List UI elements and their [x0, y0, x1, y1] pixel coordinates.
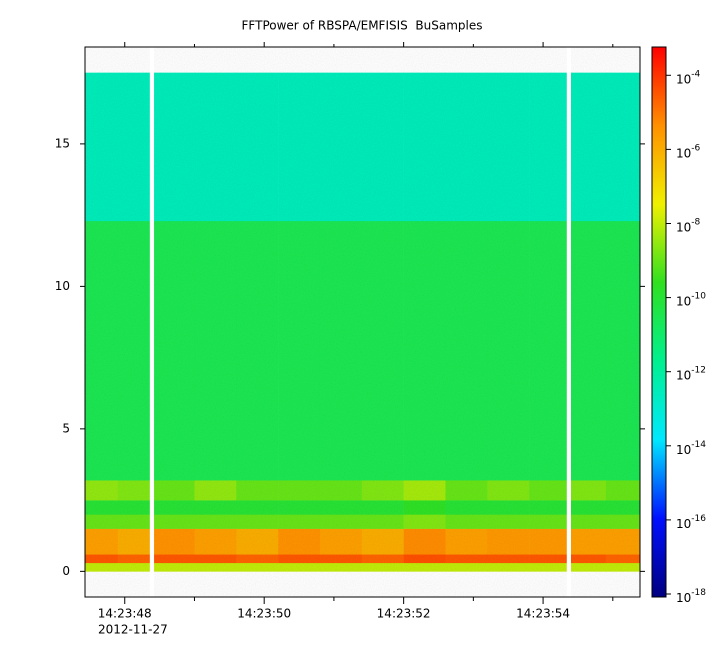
x-tick-label: 14:23:50 — [237, 607, 291, 621]
tick-exponent: -10 — [691, 291, 706, 301]
x-sublabel: 2012-11-27 — [98, 623, 168, 637]
colorbar-tick-label: 10-6 — [676, 143, 701, 160]
tick-base: 10 — [676, 72, 691, 86]
colorbar-tick-label: 10-4 — [676, 69, 701, 86]
tick-exponent: -4 — [691, 69, 700, 79]
y-tick-label: 10 — [55, 279, 70, 293]
tick-exponent: -16 — [691, 513, 706, 523]
y-tick-label: 5 — [62, 421, 70, 435]
x-tick-label: 14:23:52 — [377, 607, 431, 621]
tick-exponent: -12 — [691, 365, 706, 375]
colorbar — [651, 46, 667, 598]
y-tick-label: 15 — [55, 136, 70, 150]
spectrogram — [85, 47, 640, 597]
y-tick-label: 0 — [62, 564, 70, 578]
tick-exponent: -8 — [691, 217, 700, 227]
colorbar-tick-label: 10-10 — [676, 291, 706, 308]
tick-base: 10 — [676, 220, 691, 234]
colorbar-tick-label: 10-8 — [676, 217, 701, 234]
tick-exponent: -18 — [691, 588, 706, 598]
tick-base: 10 — [676, 442, 691, 456]
colorbar-tick-label: 10-12 — [676, 365, 706, 382]
noise-texture — [85, 72, 640, 572]
plot-frame — [84, 46, 641, 598]
x-tick-label: 14:23:54 — [516, 607, 570, 621]
data-gap — [149, 47, 155, 597]
colorbar-tick-label: 10-14 — [676, 439, 706, 456]
tick-base: 10 — [676, 146, 691, 160]
tick-base: 10 — [676, 294, 691, 308]
tick-base: 10 — [676, 516, 691, 530]
data-gap — [566, 47, 571, 597]
chart-title: FFTPower of RBSPA/EMFISIS BuSamples — [242, 19, 483, 33]
tick-base: 10 — [676, 591, 691, 605]
colorbar-tick-label: 10-18 — [676, 588, 706, 605]
tick-exponent: -6 — [691, 143, 700, 153]
x-tick-label: 14:23:48 — [98, 607, 152, 621]
tick-exponent: -14 — [691, 439, 706, 449]
tick-base: 10 — [676, 368, 691, 382]
colorbar-tick-label: 10-16 — [676, 513, 706, 530]
